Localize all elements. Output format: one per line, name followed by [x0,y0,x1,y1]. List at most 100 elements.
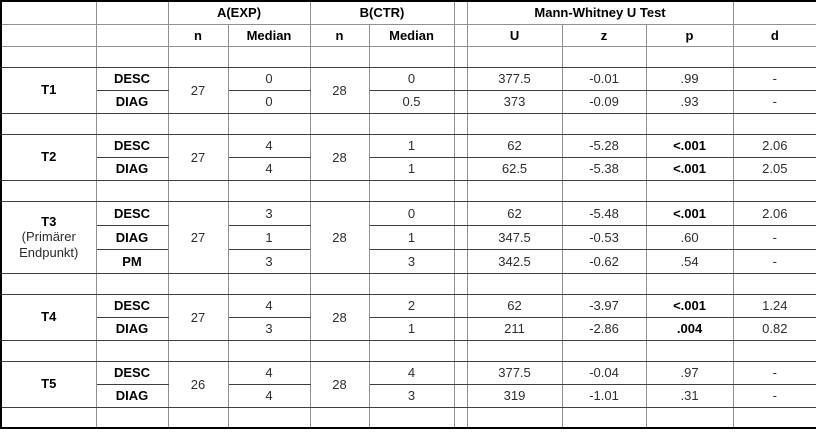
col-header-median-b: Median [368,23,455,47]
empty-cell [561,339,647,362]
empty-cell [167,179,229,202]
empty-cell [732,112,816,135]
empty-cell [368,406,455,429]
cell-d: - [732,66,816,91]
cell-median-b: 0 [368,200,455,226]
cell-n-a: 27 [167,66,229,114]
measure-label: DIAG [95,383,169,408]
cell-u: 62 [466,200,563,226]
cell-n-b: 28 [309,200,370,274]
empty-cell [453,23,468,47]
cell-p: .004 [645,316,734,341]
empty-cell [368,339,455,362]
t5-diag-row: DIAG 4 3 319 -1.01 .31 - [1,383,816,408]
empty-cell [167,45,229,68]
cell-u: 319 [466,383,563,408]
cell-p: .97 [645,360,734,385]
cell-median-a: 4 [227,360,311,385]
cell-z: -0.04 [561,360,647,385]
cell-n-b: 28 [309,133,370,181]
cell-z: -2.86 [561,316,647,341]
row-group-label-t2: T2 [0,133,97,181]
empty-cell [0,45,97,68]
empty-cell [0,272,97,295]
cell-median-b: 1 [368,133,455,158]
t2-diag-row: DIAG 4 1 62.5 -5.38 <.001 2.05 [1,156,816,181]
cell-z: -3.97 [561,293,647,318]
empty-cell [95,0,169,25]
cell-p: <.001 [645,200,734,226]
cell-p: <.001 [645,156,734,181]
empty-cell [453,156,468,181]
cell-d: 0.82 [732,316,816,341]
col-header-d: d [732,23,816,47]
empty-cell [227,179,311,202]
cell-median-a: 1 [227,224,311,250]
measure-label: DESC [95,66,169,91]
cell-median-a: 3 [227,316,311,341]
measure-label: DESC [95,133,169,158]
empty-cell [732,0,816,25]
cell-u: 62 [466,293,563,318]
measure-label: DIAG [95,89,169,114]
empty-cell [453,45,468,68]
group-header-a-exp: A(EXP) [167,0,311,25]
empty-cell [466,45,563,68]
row-group-label-t4: T4 [0,293,97,341]
cell-d: 2.05 [732,156,816,181]
t4-desc-row: T4 DESC 27 4 28 2 62 -3.97 <.001 1.24 [0,293,816,341]
empty-cell [466,272,563,295]
measure-label: DIAG [95,224,169,250]
empty-cell [453,0,468,25]
empty-cell [732,179,816,202]
cell-n-b: 28 [309,293,370,341]
spacer-row [0,179,816,202]
t3-pm-row: PM 3 3 342.5 -0.62 .54 - [1,248,816,274]
cell-median-a: 4 [227,156,311,181]
cell-median-b: 4 [368,360,455,385]
t3-title: T3 [41,214,57,229]
cell-median-b: 3 [368,248,455,274]
t1-diag-row: DIAG 0 0.5 373 -0.09 .93 - [1,89,816,114]
cell-d: 1.24 [732,293,816,318]
empty-cell [368,112,455,135]
cell-p: .99 [645,66,734,91]
cell-median-a: 0 [227,89,311,114]
empty-cell [453,179,468,202]
empty-cell [0,0,97,25]
cell-p: .54 [645,248,734,274]
empty-cell [309,45,370,68]
cell-median-b: 0.5 [368,89,455,114]
measure-label: DESC [95,293,169,318]
empty-cell [368,272,455,295]
empty-cell [645,179,734,202]
empty-cell [453,383,468,408]
empty-cell [0,112,97,135]
cell-median-b: 0 [368,66,455,91]
t3-desc-row: T3 (Primärer Endpunkt) DESC 27 3 28 0 62… [0,200,816,274]
t3-diag-row: DIAG 1 1 347.5 -0.53 .60 - [1,224,816,250]
col-header-n-a: n [167,23,229,47]
cell-median-b: 1 [368,224,455,250]
cell-median-a: 0 [227,66,311,91]
empty-cell [0,179,97,202]
empty-cell [309,272,370,295]
t5-desc-row: T5 DESC 26 4 28 4 377.5 -0.04 .97 - [0,360,816,408]
cell-median-a: 4 [227,293,311,318]
cell-p: .60 [645,224,734,250]
empty-cell [645,339,734,362]
cell-median-b: 2 [368,293,455,318]
empty-cell [732,406,816,429]
cell-z: -5.28 [561,133,647,158]
cell-n-b: 28 [309,360,370,408]
cell-u: 62.5 [466,156,563,181]
cell-z: -0.62 [561,248,647,274]
cell-d: - [732,89,816,114]
empty-cell [645,45,734,68]
cell-d: - [732,383,816,408]
cell-n-b: 28 [309,66,370,114]
empty-cell [466,406,563,429]
empty-cell [732,272,816,295]
